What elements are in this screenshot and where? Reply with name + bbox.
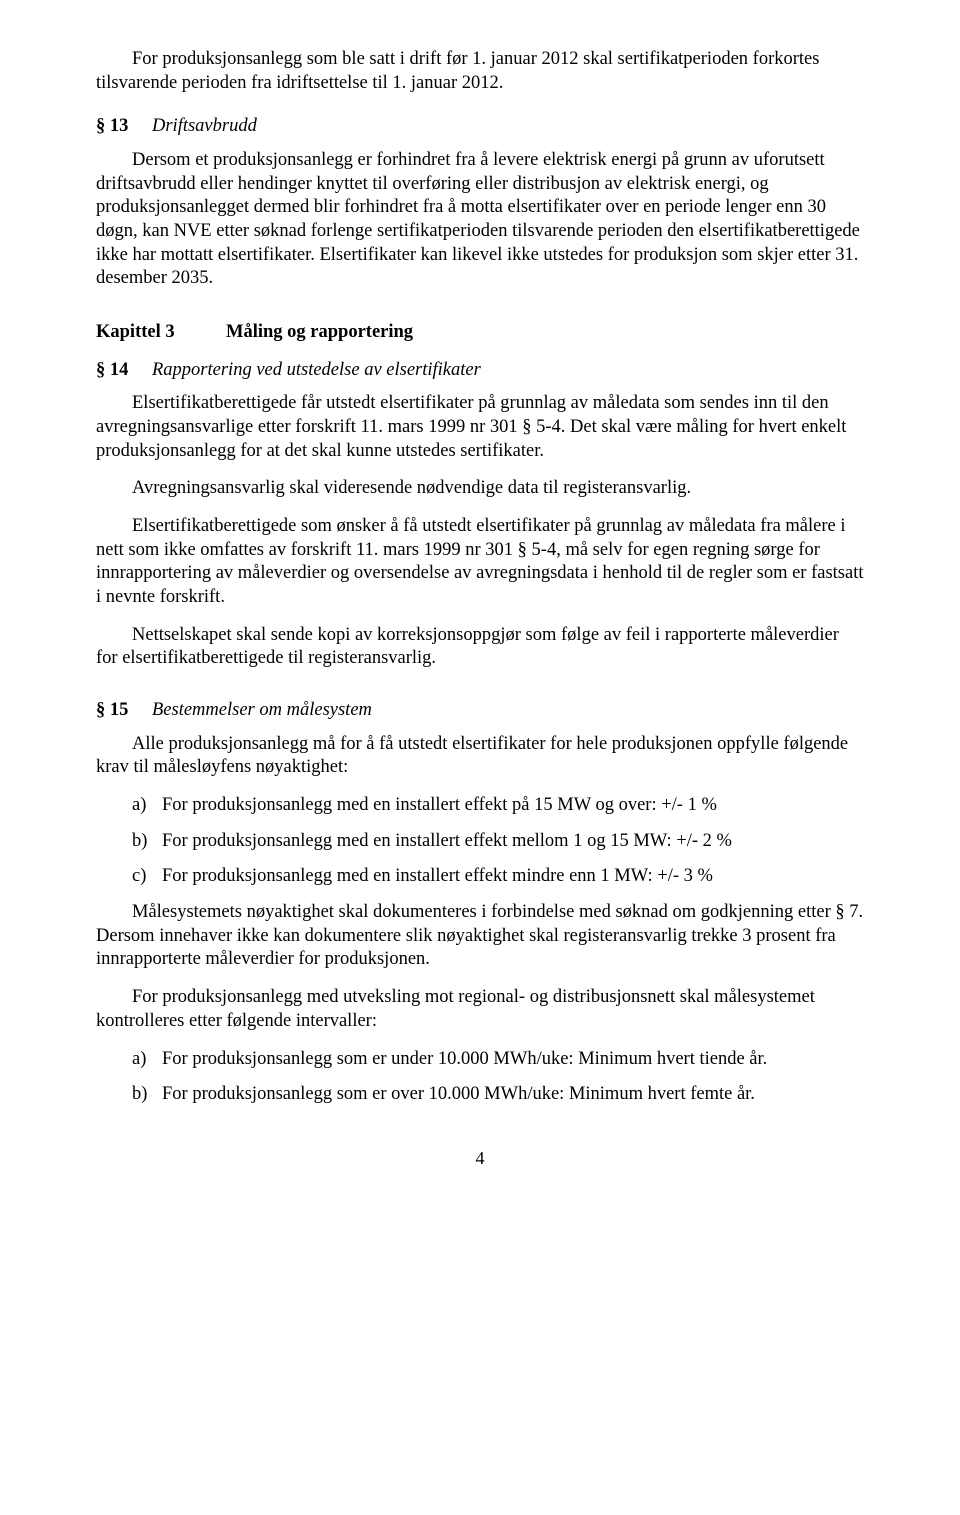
- section-14-label: § 14: [96, 359, 152, 383]
- page-number: 4: [96, 1147, 864, 1170]
- list-item: c) For produksjonsanlegg med en installe…: [96, 865, 864, 889]
- list-item: a) For produksjonsanlegg som er under 10…: [96, 1048, 864, 1072]
- section-14-title: Rapportering ved utstedelse av elsertifi…: [152, 359, 481, 383]
- list-text: For produksjonsanlegg som er under 10.00…: [162, 1048, 864, 1072]
- list-item: b) For produksjonsanlegg som er over 10.…: [96, 1083, 864, 1107]
- section-14-header: § 14 Rapportering ved utstedelse av else…: [96, 359, 864, 383]
- section-15-p3: For produksjonsanlegg med utveksling mot…: [96, 986, 864, 1033]
- section-14-p4: Nettselskapet skal sende kopi av korreks…: [96, 624, 864, 671]
- list-text: For produksjonsanlegg med en installert …: [162, 830, 864, 854]
- section-13-label: § 13: [96, 115, 152, 139]
- chapter-3-header: Kapittel 3 Måling og rapportering: [96, 321, 864, 345]
- page: For produksjonsanlegg som ble satt i dri…: [0, 0, 960, 1218]
- section-13-title: Driftsavbrudd: [152, 115, 257, 139]
- section-13: § 13 Driftsavbrudd Dersom et produksjons…: [96, 115, 864, 291]
- list-item: b) For produksjonsanlegg med en installe…: [96, 830, 864, 854]
- list-text: For produksjonsanlegg med en installert …: [162, 865, 864, 889]
- section-15-label: § 15: [96, 699, 152, 723]
- section-14-p3: Elsertifikatberettigede som ønsker å få …: [96, 515, 864, 610]
- section-14: § 14 Rapportering ved utstedelse av else…: [96, 359, 864, 671]
- list-marker: b): [132, 1083, 162, 1107]
- list-text: For produksjonsanlegg som er over 10.000…: [162, 1083, 864, 1107]
- section-14-p1: Elsertifikatberettigede får utstedt else…: [96, 392, 864, 463]
- intro-block: For produksjonsanlegg som ble satt i dri…: [96, 48, 864, 95]
- list-item: a) For produksjonsanlegg med en installe…: [96, 794, 864, 818]
- section-14-p2: Avregningsansvarlig skal videresende nød…: [96, 477, 864, 501]
- list-marker: b): [132, 830, 162, 854]
- list-marker: c): [132, 865, 162, 889]
- section-15-p2: Målesystemets nøyaktighet skal dokumente…: [96, 901, 864, 972]
- list-marker: a): [132, 1048, 162, 1072]
- chapter-3-title: Måling og rapportering: [226, 321, 413, 345]
- section-15-p1: Alle produksjonsanlegg må for å få utste…: [96, 733, 864, 780]
- section-15: § 15 Bestemmelser om målesystem Alle pro…: [96, 699, 864, 1107]
- list-text: For produksjonsanlegg med en installert …: [162, 794, 864, 818]
- section-15-header: § 15 Bestemmelser om målesystem: [96, 699, 864, 723]
- list-marker: a): [132, 794, 162, 818]
- section-15-title: Bestemmelser om målesystem: [152, 699, 372, 723]
- section-13-p1: Dersom et produksjonsanlegg er forhindre…: [96, 149, 864, 291]
- section-13-header: § 13 Driftsavbrudd: [96, 115, 864, 139]
- chapter-3-label: Kapittel 3: [96, 321, 226, 345]
- intro-p1: For produksjonsanlegg som ble satt i dri…: [96, 48, 864, 95]
